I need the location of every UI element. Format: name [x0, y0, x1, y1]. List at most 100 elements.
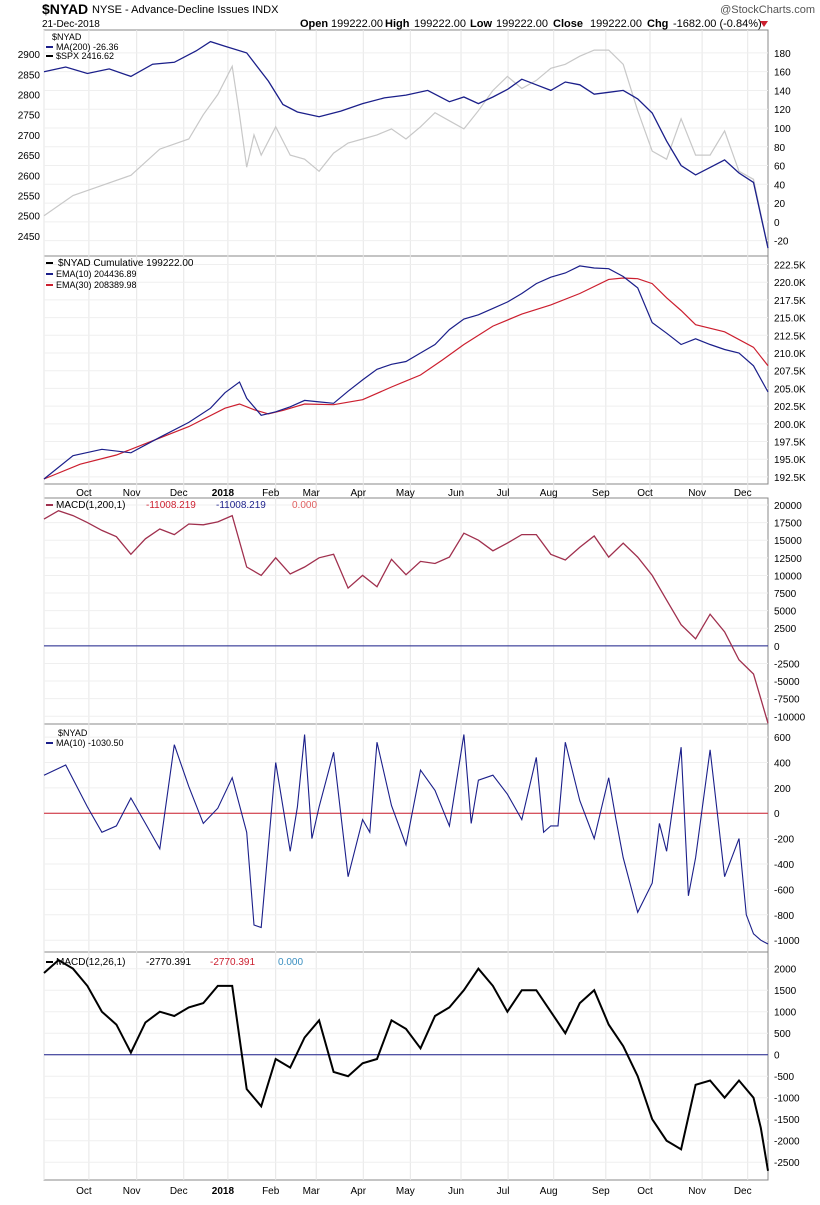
- right-tick-label: 140: [774, 86, 791, 97]
- right-tick-label: -2500: [774, 1158, 800, 1169]
- x-axis-month-label: Sep: [592, 488, 610, 499]
- right-tick-label: 220.0K: [774, 278, 806, 289]
- legend-value: 0.000: [292, 500, 317, 511]
- legend-entry: $NYAD: [58, 728, 88, 738]
- right-tick-label: 200.0K: [774, 420, 806, 431]
- legend-entry: MACD(1,200,1): [56, 500, 125, 511]
- low-label: Low: [470, 18, 492, 30]
- right-tick-label: 212.5K: [774, 331, 806, 342]
- chart-watermark: @StockCharts.com: [720, 4, 815, 16]
- right-tick-label: -800: [774, 911, 794, 922]
- left-tick-label: 2800: [18, 91, 41, 102]
- x-axis-month-label: Nov: [688, 488, 706, 499]
- legend-value: -11008.219: [216, 500, 266, 511]
- right-tick-label: 7500: [774, 589, 797, 600]
- right-tick-label: -1000: [774, 936, 800, 947]
- series-macd-12-26-line: [43, 958, 769, 1171]
- right-tick-label: -400: [774, 860, 794, 871]
- left-tick-label: 2700: [18, 131, 41, 142]
- series-ma200-line: [43, 40, 769, 249]
- right-tick-label: 400: [774, 758, 791, 769]
- right-tick-label: 1500: [774, 986, 797, 997]
- x-axis-month-label: May: [396, 488, 415, 499]
- series-spx-line: [43, 49, 769, 249]
- x-axis-month-label: Feb: [262, 488, 280, 499]
- x-axis-month-label: Nov: [123, 488, 141, 499]
- legend-entry: MACD(12,26,1): [56, 957, 125, 968]
- x-axis-month-label: Dec: [734, 1186, 752, 1197]
- right-tick-label: 0: [774, 809, 780, 820]
- right-tick-label: -20: [774, 237, 789, 248]
- x-axis-month-label: 2018: [212, 1186, 235, 1197]
- x-axis-month-label: Oct: [76, 488, 92, 499]
- series-macd-1-200-line: [43, 509, 769, 724]
- right-tick-label: 202.5K: [774, 402, 806, 413]
- low-value: 199222.00: [496, 18, 548, 30]
- right-tick-label: -7500: [774, 695, 800, 706]
- chart-date: 21-Dec-2018: [42, 19, 100, 30]
- chart-description: NYSE - Advance-Decline Issues INDX: [92, 4, 279, 16]
- legend-entry: MA(200) -26.36: [56, 42, 119, 52]
- legend-entry: EMA(30) 208389.98: [56, 280, 137, 290]
- close-label: Close: [553, 18, 583, 30]
- left-tick-label: 2500: [18, 212, 41, 223]
- left-tick-label: 2450: [18, 232, 41, 243]
- x-axis-month-label: Sep: [592, 1186, 610, 1197]
- x-axis-month-label: Apr: [351, 1186, 367, 1197]
- open-value: 199222.00: [331, 18, 383, 30]
- right-tick-label: 1000: [774, 1008, 797, 1019]
- right-tick-label: 215.0K: [774, 314, 806, 325]
- chart-symbol: $NYAD: [42, 1, 88, 17]
- right-tick-label: 180: [774, 49, 791, 60]
- right-tick-label: 207.5K: [774, 367, 806, 378]
- left-tick-label: 2900: [18, 50, 41, 61]
- x-axis-month-label: Mar: [303, 488, 321, 499]
- left-tick-label: 2650: [18, 151, 41, 162]
- legend-value: -2770.391: [210, 957, 255, 968]
- right-tick-label: -2000: [774, 1137, 800, 1148]
- right-tick-label: 200: [774, 784, 791, 795]
- right-tick-label: 205.0K: [774, 384, 806, 395]
- x-axis-month-label: Jun: [448, 1186, 464, 1197]
- right-tick-label: 222.5K: [774, 260, 806, 271]
- close-value: 199222.00: [590, 18, 642, 30]
- chg-down-arrow-icon: [760, 21, 768, 27]
- right-tick-label: 217.5K: [774, 296, 806, 307]
- right-tick-label: 195.0K: [774, 455, 806, 466]
- high-value: 199222.00: [414, 18, 466, 30]
- x-axis-month-label: Oct: [637, 488, 653, 499]
- series-nyad-ma10-line: [43, 734, 769, 945]
- right-tick-label: -10000: [774, 712, 806, 723]
- panel-frame-4: [43, 723, 769, 953]
- x-axis-month-label: Jul: [497, 488, 510, 499]
- x-axis-month-label: Jun: [448, 488, 464, 499]
- right-tick-label: 500: [774, 1029, 791, 1040]
- legend-value: 0.000: [278, 957, 303, 968]
- right-tick-label: 197.5K: [774, 438, 806, 449]
- x-axis-month-label: Mar: [303, 1186, 321, 1197]
- right-tick-label: -1000: [774, 1094, 800, 1105]
- left-tick-label: 2600: [18, 171, 41, 182]
- right-tick-label: -5000: [774, 677, 800, 688]
- x-axis-month-label: Feb: [262, 1186, 280, 1197]
- chg-value: -1682.00 (-0.84%): [673, 18, 762, 30]
- x-axis-month-label: Dec: [170, 1186, 188, 1197]
- x-axis-month-label: Nov: [123, 1186, 141, 1197]
- right-tick-label: 12500: [774, 554, 802, 565]
- legend-entry: MA(10) -1030.50: [56, 738, 124, 748]
- series-ema30-line: [43, 277, 769, 480]
- right-tick-label: 20: [774, 199, 786, 210]
- right-tick-label: 40: [774, 180, 786, 191]
- right-tick-label: 100: [774, 124, 791, 135]
- right-tick-label: 120: [774, 105, 791, 116]
- right-tick-label: 10000: [774, 571, 802, 582]
- legend-entry: $NYAD: [52, 32, 82, 42]
- right-tick-label: 20000: [774, 501, 802, 512]
- right-tick-label: 15000: [774, 536, 802, 547]
- right-tick-label: -200: [774, 835, 794, 846]
- series-ema10-line: [43, 265, 769, 480]
- x-axis-month-label: Apr: [351, 488, 367, 499]
- legend-entry: EMA(10) 204436.89: [56, 269, 137, 279]
- right-tick-label: 5000: [774, 607, 797, 618]
- x-axis-month-label: Oct: [76, 1186, 92, 1197]
